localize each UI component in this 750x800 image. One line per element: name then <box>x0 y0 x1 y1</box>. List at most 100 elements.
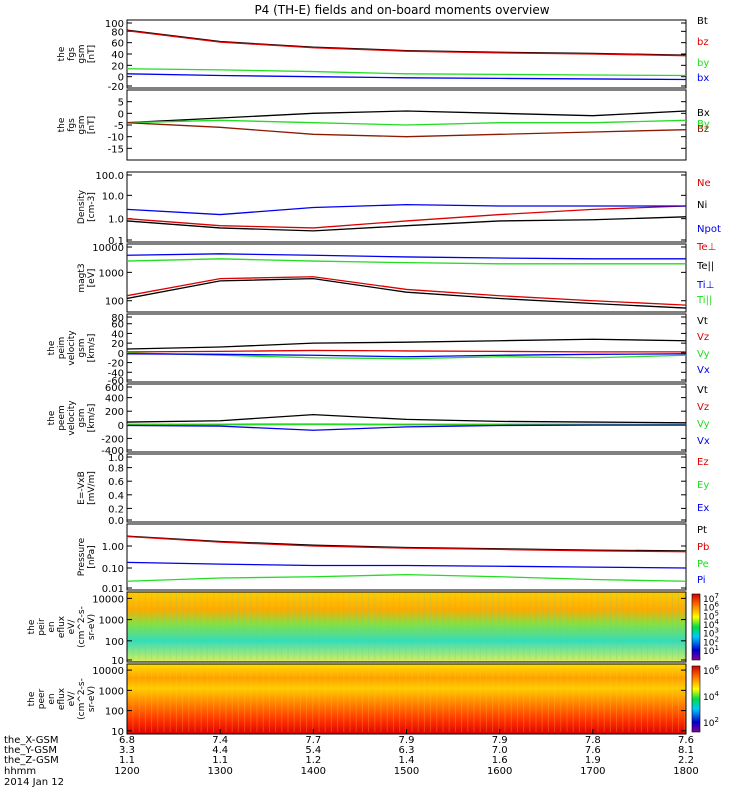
y-tick-label: 10 <box>111 727 124 738</box>
y-tick-label: 1000 <box>99 686 124 697</box>
legend-entry: Vz <box>697 402 709 413</box>
legend-entry: Te|| <box>696 261 714 272</box>
y-axis-label: gsm <box>77 408 87 427</box>
y-tick-label: 0.1 <box>108 236 124 247</box>
y-axis-label: eflux <box>57 687 67 710</box>
x-row-value: 5.4 <box>305 745 321 756</box>
y-axis-label: [km/s] <box>87 334 97 363</box>
y-axis-label: [nT] <box>87 45 97 63</box>
x-row-value: 1800 <box>673 766 698 777</box>
figure-title: P4 (TH-E) fields and on-board moments ov… <box>254 3 549 17</box>
y-axis-label: eV/ <box>67 619 77 635</box>
y-tick-label: 20 <box>111 61 124 72</box>
legend-entry: Pt <box>697 525 707 536</box>
y-tick-label: -5 <box>114 121 124 132</box>
y-axis-label: the <box>27 691 37 706</box>
x-row-value: 1.4 <box>399 755 415 766</box>
legend-entry: Bz <box>697 124 709 135</box>
y-tick-label: 60 <box>111 39 124 50</box>
y-tick-label: -40 <box>108 368 124 379</box>
colorbar-tick-label: 105 <box>703 609 719 622</box>
y-tick-label: -15 <box>108 144 124 155</box>
spectrogram <box>127 592 686 662</box>
colorbar-tick-label: 104 <box>703 690 719 703</box>
y-tick-label: 0.6 <box>108 477 124 488</box>
y-axis-label: [nPa] <box>87 545 97 568</box>
x-row-label: the_Y-GSM <box>4 745 57 756</box>
colorbar-tick-label: 102 <box>703 635 719 648</box>
series-line-Vy <box>126 352 687 360</box>
y-axis-label: peer <box>37 688 47 709</box>
legend-entry: Ex <box>697 503 709 514</box>
y-axis-label: eV/ <box>67 691 77 707</box>
panel-frame <box>126 171 687 243</box>
y-axis-label: [eV] <box>87 269 97 288</box>
legend-entry: Vx <box>697 365 710 376</box>
colorbar <box>691 593 701 661</box>
y-axis-label: peim <box>57 337 67 360</box>
series-line-Vx <box>126 424 686 431</box>
series-line-Te⊥ <box>126 276 687 306</box>
legend-entry: Vt <box>697 316 708 327</box>
y-axis-label: sr-eV) <box>87 614 97 640</box>
y-tick-label: -10 <box>108 133 124 144</box>
y-axis-label: [cm-3] <box>87 192 97 222</box>
y-tick-label: 100.0 <box>95 171 124 182</box>
y-tick-label: 0.2 <box>108 504 124 515</box>
series-line-Pb <box>126 535 687 553</box>
y-tick-label: 0 <box>118 109 124 120</box>
y-axis-label: the <box>57 46 67 61</box>
series-line-Bx <box>126 110 687 124</box>
y-tick-label: 0.4 <box>108 491 124 502</box>
y-tick-label: 0.8 <box>108 464 124 475</box>
y-axis-label: the <box>57 117 67 132</box>
y-axis-label: eflux <box>57 615 67 638</box>
y-tick-label: 10000 <box>92 666 124 677</box>
legend-entry: By <box>697 119 710 130</box>
panel-3: 100.0 10.0 1.0 0.1 Density [cm-3] Ne Ni Npot <box>77 171 721 247</box>
series-line-Pi <box>126 561 687 569</box>
x-row-value: 1700 <box>580 766 605 777</box>
y-tick-label: 100 <box>105 707 124 718</box>
legend-entry: Te⊥ <box>696 242 716 253</box>
y-axis-label: peir <box>37 618 47 636</box>
x-row-value: 7.7 <box>305 735 321 746</box>
y-tick-label: 100 <box>105 19 124 30</box>
y-axis-label: en <box>47 621 57 632</box>
colorbar-tick-label: 107 <box>703 592 719 605</box>
x-row-value: 1.9 <box>585 755 601 766</box>
y-axis-label: gsm <box>77 115 87 134</box>
y-tick-label: 60 <box>111 320 124 331</box>
y-tick-label: 0 <box>118 349 124 360</box>
x-row-value: 2.2 <box>678 755 694 766</box>
legend-entry: bz <box>697 37 709 48</box>
legend-entry: Pe <box>697 559 709 570</box>
legend-entry: by <box>697 58 709 69</box>
x-row-value: 8.1 <box>678 745 694 756</box>
y-axis-label: velocity <box>67 330 77 366</box>
y-axis-label: Density <box>77 189 87 224</box>
y-tick-label: 1000 <box>99 616 124 627</box>
colorbar-tick-label: 106 <box>703 601 719 614</box>
x-row-value: 1200 <box>114 766 139 777</box>
series-line-Vt <box>126 413 687 424</box>
series-line-bz <box>126 30 687 57</box>
x-row-value: 7.8 <box>585 735 601 746</box>
panel-frame <box>126 591 687 663</box>
x-row-value: 7.9 <box>399 735 415 746</box>
y-axis-label: (cm^2-s- <box>77 606 87 648</box>
x-row-value: 7.0 <box>492 745 508 756</box>
x-row-value: 1.1 <box>212 755 228 766</box>
y-tick-label: 0.0 <box>108 516 124 527</box>
panel-frame <box>126 383 687 453</box>
x-row-value: 1400 <box>301 766 326 777</box>
y-axis-label: velocity <box>67 400 77 436</box>
y-tick-label: 0 <box>118 421 124 432</box>
panel-10: 106 104 102 10000 1000 100 10 the peer en eflux eV/… <box>27 663 719 738</box>
series-line-Npot <box>126 203 686 216</box>
y-axis-label: [km/s] <box>87 404 97 433</box>
panel-frame <box>126 523 687 591</box>
colorbar-tick-label: 103 <box>703 627 719 640</box>
